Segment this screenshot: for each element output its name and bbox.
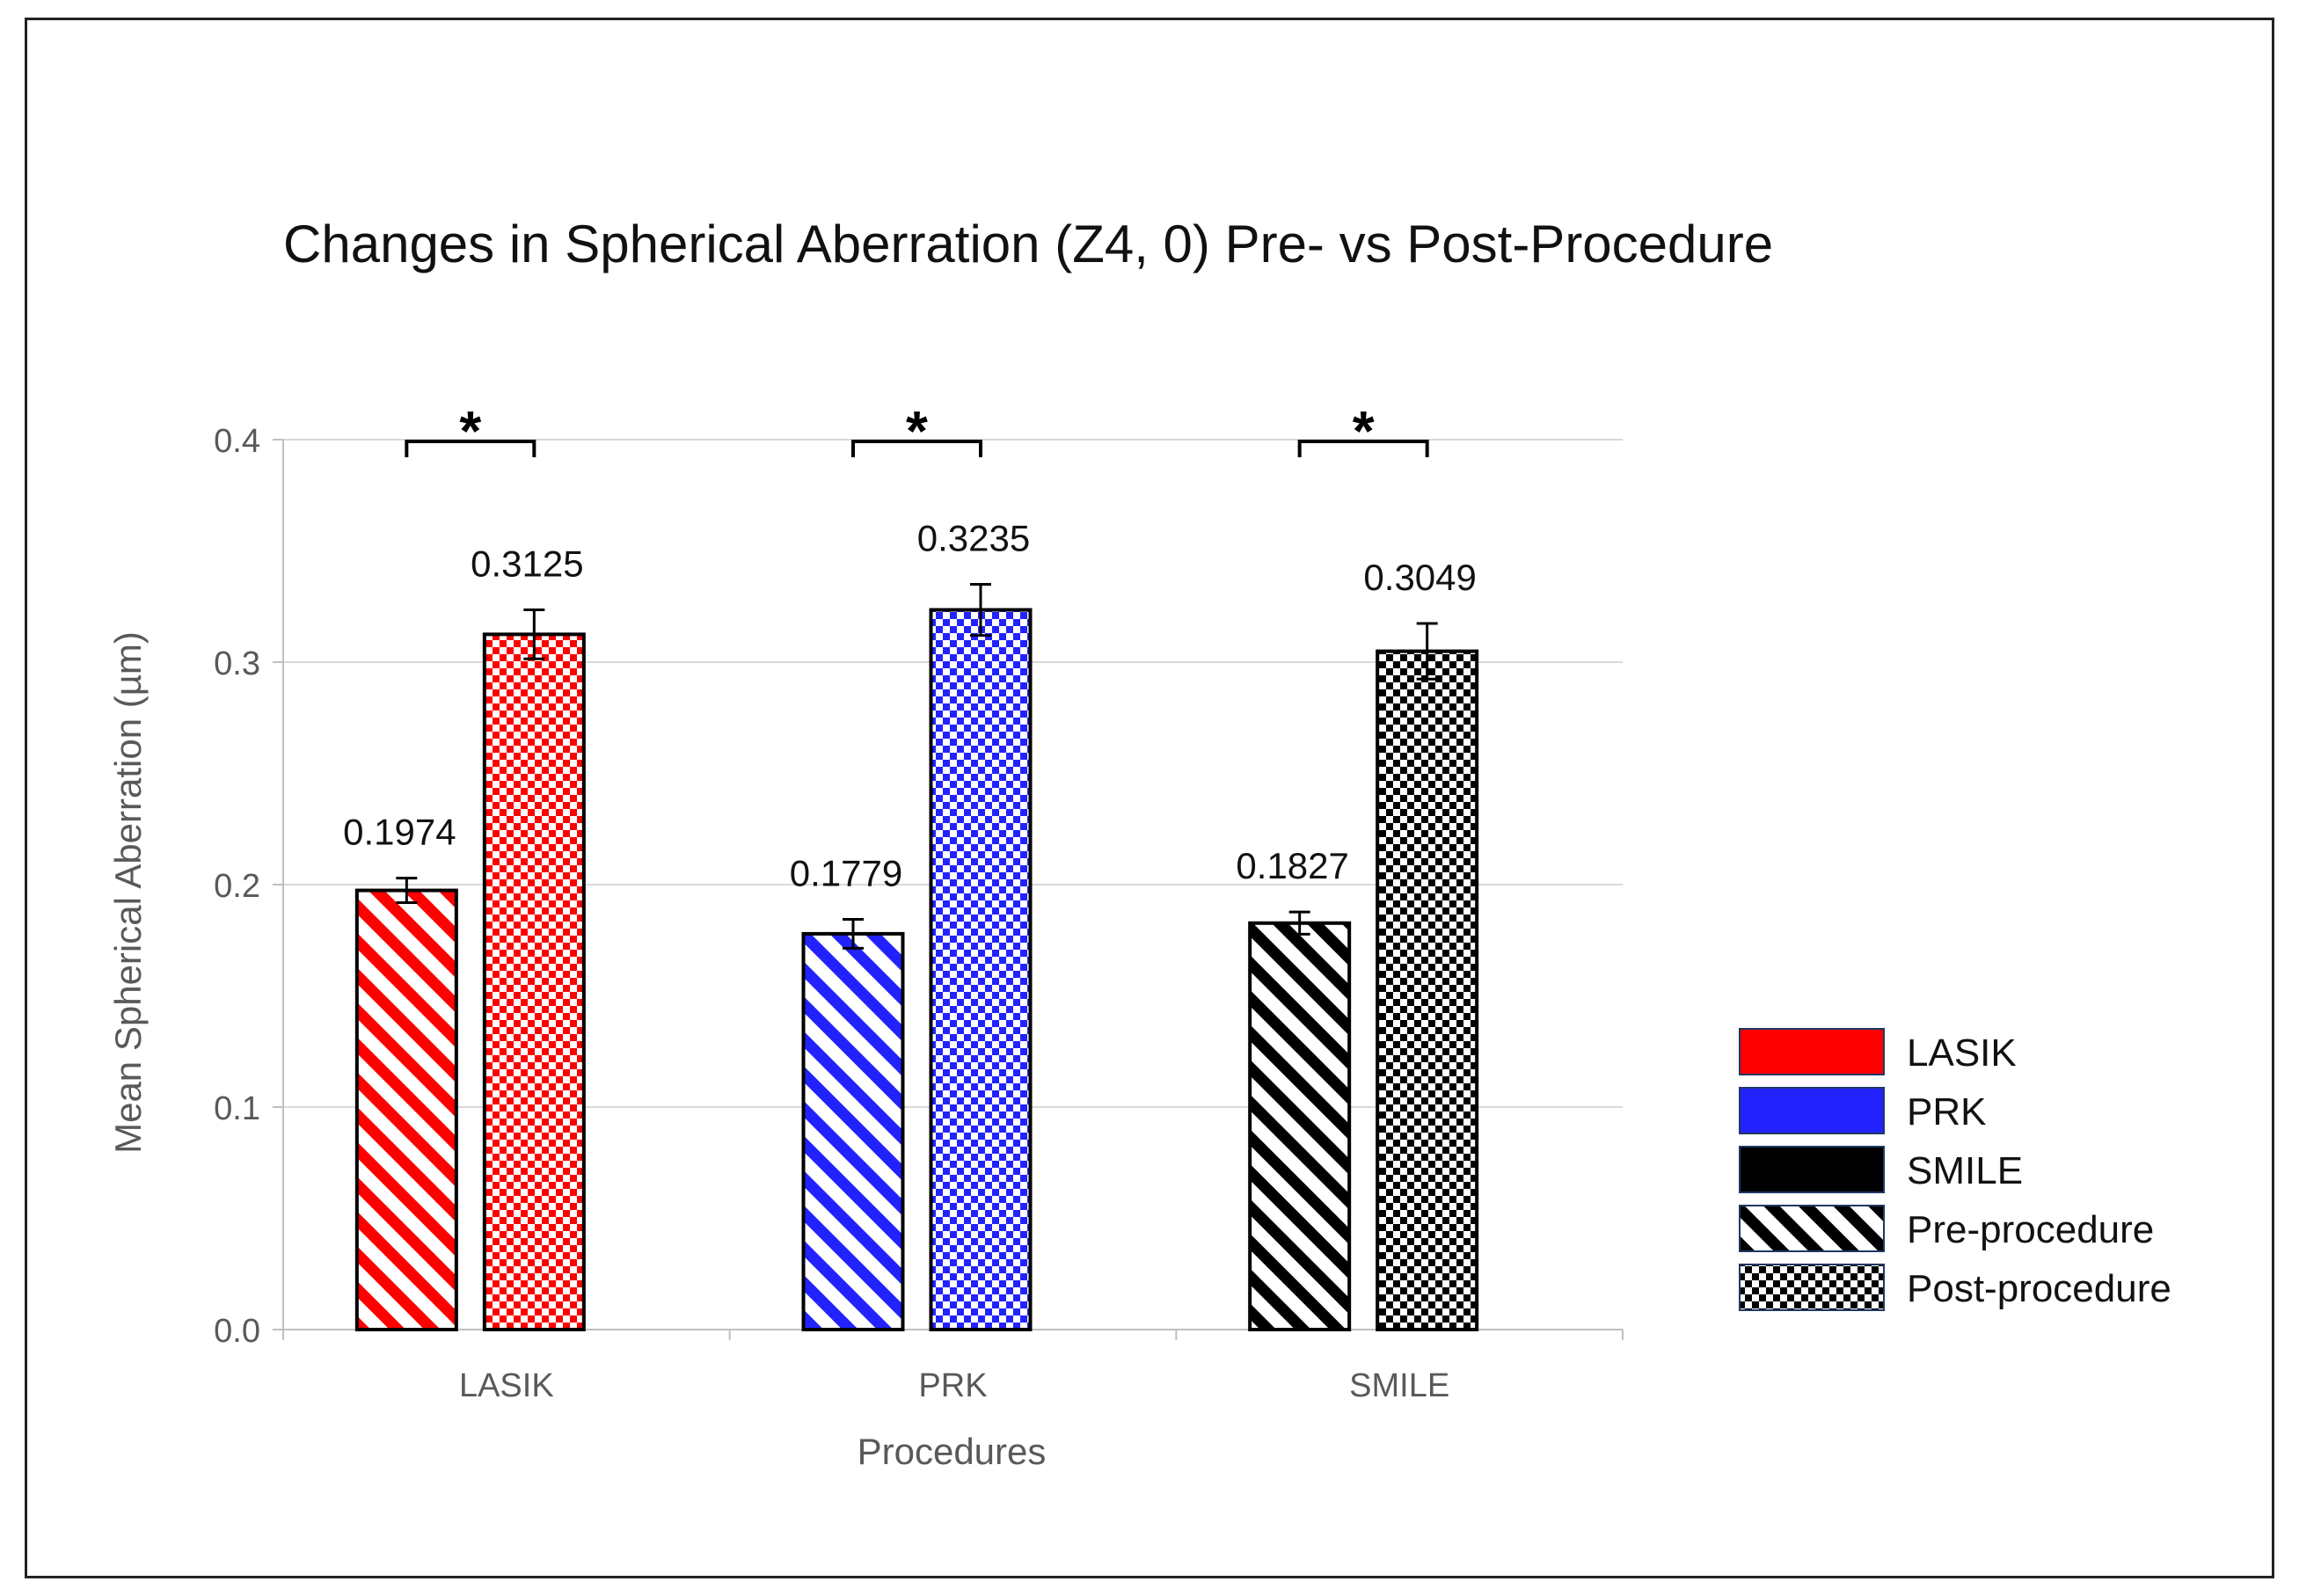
data-label: 0.1974 bbox=[343, 812, 456, 853]
significance-bracket bbox=[851, 440, 982, 457]
x-tick-label-smile: SMILE bbox=[1349, 1367, 1449, 1404]
data-label: 0.3049 bbox=[1363, 557, 1476, 598]
data-label: 0.1827 bbox=[1236, 845, 1348, 886]
legend-swatch-lasik bbox=[1739, 1028, 1885, 1075]
y-tick-label: 0.2 bbox=[214, 868, 260, 905]
legend-label-lasik: LASIK bbox=[1907, 1031, 2017, 1075]
legend-swatch-pre-procedure bbox=[1739, 1205, 1885, 1252]
significance-star: * bbox=[906, 399, 928, 463]
y-axis-label: Mean Spherical Aberration (µm) bbox=[107, 631, 149, 1154]
significance-star: * bbox=[1353, 399, 1375, 463]
legend-label-prk: PRK bbox=[1907, 1090, 1986, 1133]
data-labels: 0.1974 0.3125 0.1779 0.3235 0.1827 0.3049 bbox=[343, 517, 1477, 893]
data-label: 0.1779 bbox=[790, 852, 902, 893]
bar-prk-post bbox=[929, 608, 1033, 1331]
x-tick-label-lasik: LASIK bbox=[459, 1367, 554, 1404]
legend-swatch-prk bbox=[1739, 1087, 1885, 1134]
legend-label-pre-procedure: Pre-procedure bbox=[1907, 1208, 2154, 1251]
significance-bracket bbox=[1297, 440, 1429, 457]
bar-lasik-pre bbox=[354, 888, 458, 1331]
significance-bracket bbox=[405, 440, 536, 457]
data-label: 0.3235 bbox=[917, 517, 1030, 558]
data-label: 0.3125 bbox=[471, 543, 583, 585]
x-tick-label-prk: PRK bbox=[918, 1367, 987, 1404]
x-axis-label: Procedures bbox=[858, 1431, 1047, 1472]
y-tick-label: 0.1 bbox=[214, 1090, 260, 1127]
bars bbox=[354, 582, 1479, 1332]
legend: LASIK PRK SMILE Pre-procedure Post-procedure bbox=[1739, 1028, 2171, 1311]
bar-smile-pre bbox=[1248, 921, 1352, 1332]
legend-label-post-procedure: Post-procedure bbox=[1907, 1267, 2171, 1310]
significance-star: * bbox=[459, 399, 481, 463]
y-tick-label: 0.4 bbox=[214, 423, 260, 460]
y-tick-label: 0.0 bbox=[214, 1313, 260, 1350]
chart-title: Changes in Spherical Aberration (Z4, 0) … bbox=[283, 215, 1773, 273]
bar-smile-post bbox=[1376, 649, 1479, 1331]
y-tick-label: 0.3 bbox=[214, 645, 260, 682]
legend-swatch-smile bbox=[1739, 1146, 1885, 1193]
bar-lasik-post bbox=[482, 632, 586, 1331]
bar-prk-pre bbox=[801, 931, 905, 1331]
legend-swatch-post-procedure bbox=[1739, 1264, 1885, 1311]
legend-label-smile: SMILE bbox=[1907, 1149, 2023, 1192]
significance-brackets: * * * bbox=[405, 399, 1429, 463]
